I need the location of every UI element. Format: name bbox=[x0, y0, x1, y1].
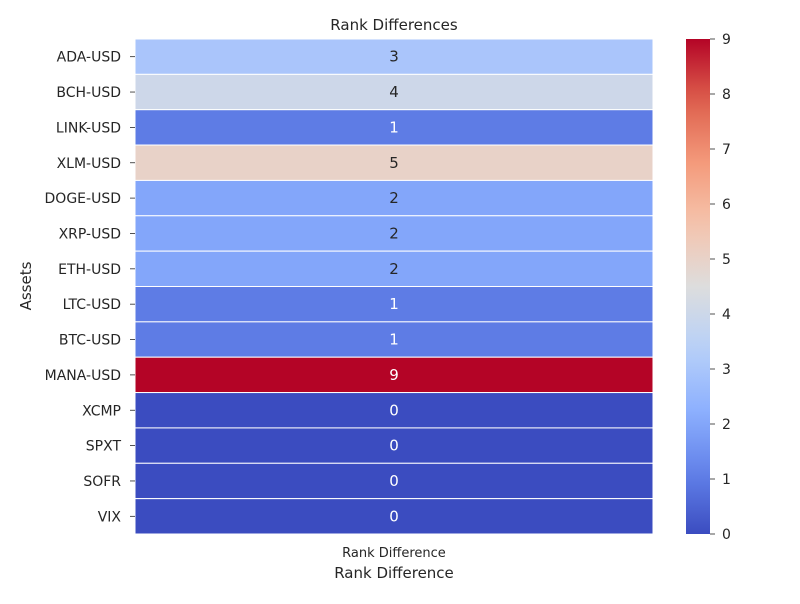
heatmap-cell bbox=[134, 109, 654, 146]
heatmap-cell bbox=[134, 144, 654, 181]
row-label: XLM-USD bbox=[57, 156, 121, 172]
heatmap-cell bbox=[134, 392, 654, 429]
cell-value-label: 4 bbox=[389, 83, 399, 101]
cell-value-label: 0 bbox=[389, 507, 399, 525]
cell-value-label: 3 bbox=[389, 48, 399, 66]
colorbar-tick-label: 9 bbox=[722, 32, 731, 48]
cell-value-label: 2 bbox=[389, 260, 399, 278]
cell-value-label: 5 bbox=[389, 154, 399, 172]
row-label: LINK-USD bbox=[56, 120, 121, 136]
row-label: MANA-USD bbox=[45, 368, 121, 384]
colorbar-tick-label: 5 bbox=[722, 252, 731, 268]
cell-value-label: 0 bbox=[389, 401, 399, 419]
row-label: BCH-USD bbox=[56, 85, 121, 101]
row-label: XRP-USD bbox=[59, 226, 121, 242]
row-label: LTC-USD bbox=[63, 297, 121, 313]
colorbar-tick-label: 8 bbox=[722, 87, 731, 103]
cell-value-label: 1 bbox=[389, 331, 399, 349]
column-label: Rank Difference bbox=[342, 546, 446, 561]
cell-value-label: 1 bbox=[389, 118, 399, 136]
chart-title: Rank Differences bbox=[330, 16, 458, 34]
cell-value-label: 0 bbox=[389, 472, 399, 490]
x-axis-label: Rank Difference bbox=[334, 564, 454, 582]
heatmap-cell bbox=[134, 427, 654, 464]
colorbar-gradient bbox=[686, 39, 710, 534]
colorbar-tick-label: 6 bbox=[722, 197, 731, 213]
colorbar-tick-label: 1 bbox=[722, 472, 731, 488]
cell-value-label: 1 bbox=[389, 295, 399, 313]
cell-value-label: 0 bbox=[389, 437, 399, 455]
colorbar-tick-label: 3 bbox=[722, 362, 731, 378]
heatmap-cell bbox=[134, 38, 654, 75]
cell-value-label: 2 bbox=[389, 224, 399, 242]
colorbar-tick-label: 2 bbox=[722, 417, 731, 433]
cell-value-label: 2 bbox=[389, 189, 399, 207]
heatmap-cell bbox=[134, 215, 654, 252]
row-labels: ADA-USD BCH-USD LINK-USD XLM-USD DOGE-USD XRP… bbox=[45, 50, 135, 525]
y-axis-label: Assets bbox=[17, 261, 35, 310]
row-label: DOGE-USD bbox=[45, 191, 121, 207]
heatmap-cell bbox=[134, 356, 654, 394]
row-label: XCMP bbox=[82, 403, 121, 419]
row-label: SOFR bbox=[83, 474, 121, 490]
row-label: ADA-USD bbox=[57, 50, 121, 66]
row-label: BTC-USD bbox=[59, 333, 121, 349]
heatmap-cell bbox=[134, 498, 654, 535]
colorbar-tick-label: 4 bbox=[722, 307, 731, 323]
heatmap-cells: 3 4 1 5 2 2 2 1 1 9 0 0 0 0 bbox=[134, 38, 654, 535]
colorbar-tick-label: 0 bbox=[722, 527, 731, 543]
colorbar-tick-label: 7 bbox=[722, 142, 731, 158]
cell-value-label: 9 bbox=[389, 366, 399, 384]
colorbar: 0 1 2 3 4 5 6 7 8 9 bbox=[686, 32, 731, 543]
row-label: ETH-USD bbox=[58, 262, 121, 278]
row-label: VIX bbox=[98, 509, 122, 525]
row-label: SPXT bbox=[86, 439, 122, 455]
heatmap-cell bbox=[134, 73, 654, 111]
column-labels: Rank Difference bbox=[342, 546, 446, 561]
